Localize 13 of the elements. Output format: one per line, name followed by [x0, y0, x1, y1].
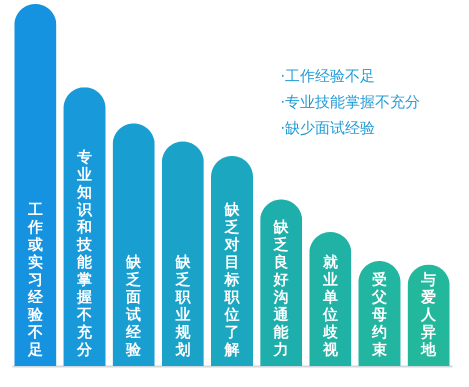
x-tick-label: 受父母约束	[370, 270, 387, 358]
annotation: ·工作经验不足	[280, 67, 376, 85]
annotation: ·专业技能掌握不充分	[280, 93, 420, 111]
annotation: ·缺少面试经验	[280, 119, 376, 137]
x-tick-label: 与爱人异地	[420, 270, 438, 358]
x-tick-label: 缺乏职业规划	[174, 253, 192, 358]
category-label: 专业知识和技能掌握不充分	[77, 148, 92, 358]
x-tick-label: 就业单位歧视	[322, 253, 339, 358]
x-tick-label: 缺乏良好沟通能力	[272, 218, 290, 358]
x-tick-label: 缺乏面试经验	[125, 253, 142, 358]
category-label: 缺乏对目标职位了解	[224, 200, 240, 358]
bar	[14, 4, 56, 366]
category-label: 工作或实习经验不足	[28, 200, 43, 358]
